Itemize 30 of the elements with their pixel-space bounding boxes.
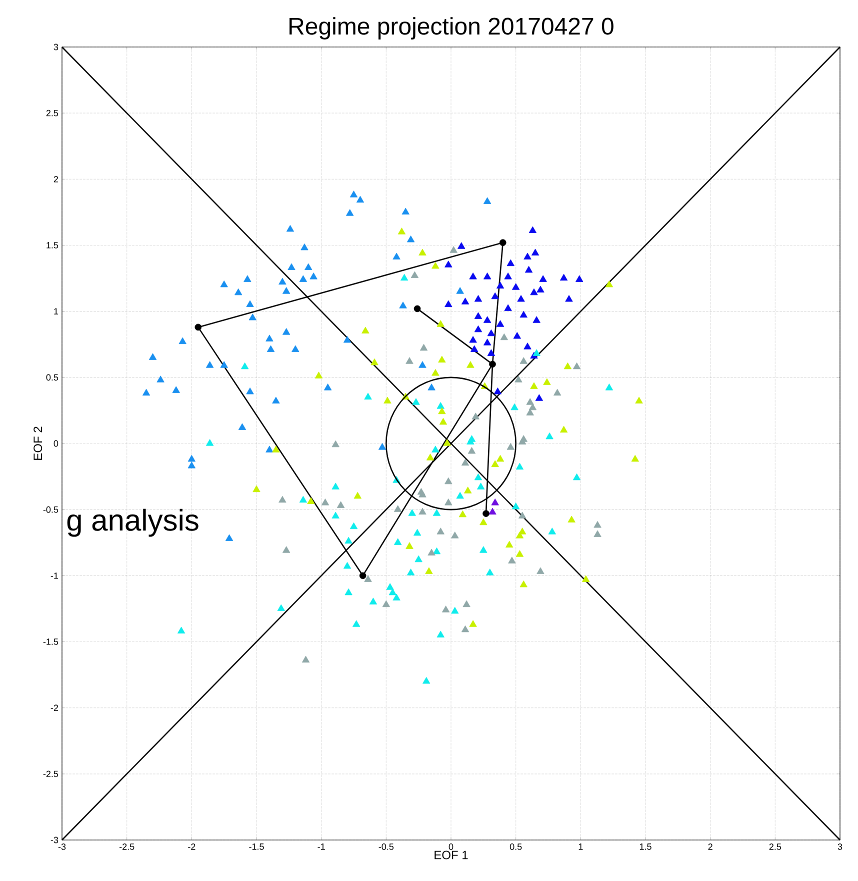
x-tick-label: -0.5 xyxy=(378,844,394,850)
x-tick-label: -2 xyxy=(188,844,196,850)
y-tick-label: -0.5 xyxy=(43,506,58,513)
y-axis-title: EOF 2 xyxy=(34,426,42,460)
y-tick-label: 1.5 xyxy=(46,242,58,248)
y-tick-label: 2 xyxy=(54,176,58,182)
y-tick-label: -2 xyxy=(50,704,58,711)
y-tick-label: 1 xyxy=(54,308,58,314)
x-tick-label: -2.5 xyxy=(119,844,134,850)
y-tick-label: 0 xyxy=(54,440,58,447)
chart-title: Regime projection 20170427 0 xyxy=(290,17,614,40)
x-tick-label: -1.5 xyxy=(249,844,264,850)
x-tick-label: 2.5 xyxy=(769,844,782,850)
y-tick-label: 0.5 xyxy=(46,374,58,381)
x-tick-label: -1 xyxy=(318,844,325,850)
y-tick-label: 2.5 xyxy=(46,110,58,116)
x-tick-label: 0 xyxy=(448,844,454,850)
x-tick-label: 2 xyxy=(708,844,712,850)
x-tick-label: -3 xyxy=(58,844,66,850)
x-tick-label: 0.5 xyxy=(510,844,522,850)
y-tick-label: 3 xyxy=(54,44,58,50)
x-axis-title: EOF 1 xyxy=(434,850,468,860)
annotation: g analysis xyxy=(67,508,198,537)
x-tick-label: 1.5 xyxy=(640,844,652,850)
y-tick-label: -3 xyxy=(50,836,58,844)
y-tick-label: -2.5 xyxy=(43,770,58,778)
y-tick-label: -1.5 xyxy=(43,638,58,645)
x-tick-label: 1 xyxy=(578,844,583,850)
y-tick-label: -1 xyxy=(50,572,58,579)
x-tick-label: 3 xyxy=(838,844,842,850)
